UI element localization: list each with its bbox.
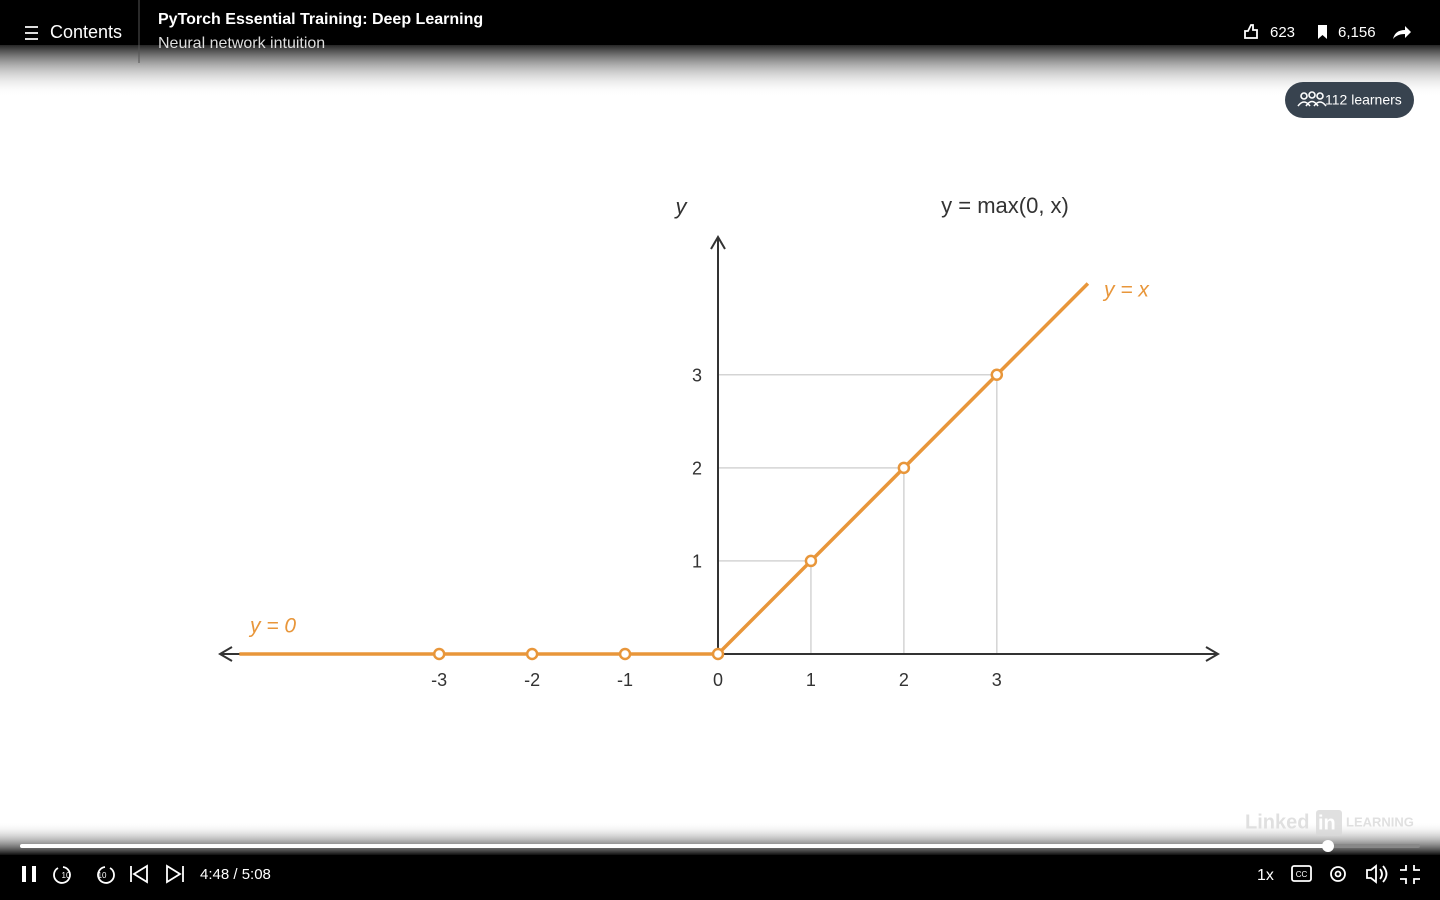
time-display: 4:48 / 5:08 <box>200 866 271 883</box>
x-tick-label: 1 <box>806 670 816 690</box>
save-count: 6,156 <box>1338 24 1376 41</box>
learners-count: 112 learners <box>1325 92 1402 108</box>
point <box>525 647 539 661</box>
progress-played <box>20 844 1328 848</box>
speed-button[interactable]: 1x <box>1257 867 1274 884</box>
watermark-brand: Linked <box>1245 811 1309 833</box>
contents-button[interactable]: Contents <box>25 22 122 42</box>
pause-button[interactable] <box>22 866 36 882</box>
y-tick-label: 2 <box>692 459 702 479</box>
fullscreen-exit-button[interactable] <box>1400 865 1420 884</box>
formula: y = max(0, x) <box>941 193 1069 218</box>
contents-label: Contents <box>50 22 122 42</box>
watermark-product: LEARNING <box>1346 814 1414 829</box>
y-axis-arrow <box>710 235 726 250</box>
progress-knob[interactable] <box>1322 840 1334 852</box>
course-title: PyTorch Essential Training: Deep Learnin… <box>158 11 483 28</box>
bottom-fade <box>0 822 1440 856</box>
settings-button[interactable] <box>1330 866 1346 882</box>
next-button[interactable] <box>166 864 184 884</box>
save-button[interactable]: 6,156 <box>1318 24 1376 41</box>
x-tick-label: 2 <box>899 670 909 690</box>
like-count: 623 <box>1270 24 1295 41</box>
previous-button[interactable] <box>130 864 148 884</box>
watermark: Linked in LEARNING <box>1245 810 1414 836</box>
rewind-button[interactable]: 10 <box>53 866 71 884</box>
top-bar <box>0 0 1440 45</box>
share-button[interactable] <box>1393 26 1411 39</box>
captions-button[interactable]: CC <box>1291 865 1312 882</box>
y-axis-label: y <box>674 194 689 219</box>
svg-text:10: 10 <box>62 871 71 880</box>
point <box>711 647 725 661</box>
svg-text:10: 10 <box>98 871 107 880</box>
video-title: Neural network intuition <box>158 35 325 52</box>
forward-button[interactable]: 10 <box>97 866 115 884</box>
point <box>618 647 632 661</box>
x-axis-arrow <box>218 646 1220 662</box>
top-fade <box>0 45 1440 97</box>
line-label: y = x <box>1102 279 1150 302</box>
slide: -3 -2 -1 0 1 2 3 1 2 3 y y = max(0, x) y = x y = 0 <box>218 193 1220 690</box>
x-tick-label: -1 <box>617 670 633 690</box>
point <box>990 368 1004 382</box>
volume-button[interactable] <box>1366 864 1388 884</box>
x-tick-label: -2 <box>524 670 540 690</box>
like-button[interactable]: 623 <box>1244 24 1295 41</box>
watermark-in: in <box>1318 812 1336 834</box>
y-tick-label: 3 <box>692 366 702 386</box>
point <box>897 461 911 475</box>
zero-label: y = 0 <box>248 615 296 638</box>
relu-line <box>239 282 1090 656</box>
x-tick-label: 3 <box>992 670 1002 690</box>
y-tick-label: 1 <box>692 552 702 572</box>
control-bar <box>0 855 1440 900</box>
learners-badge: 112 learners <box>1285 82 1414 118</box>
x-tick-label: 0 <box>713 670 723 690</box>
x-tick-label: -3 <box>431 670 447 690</box>
point <box>804 554 818 568</box>
point <box>432 647 446 661</box>
svg-text:CC: CC <box>1296 870 1308 879</box>
